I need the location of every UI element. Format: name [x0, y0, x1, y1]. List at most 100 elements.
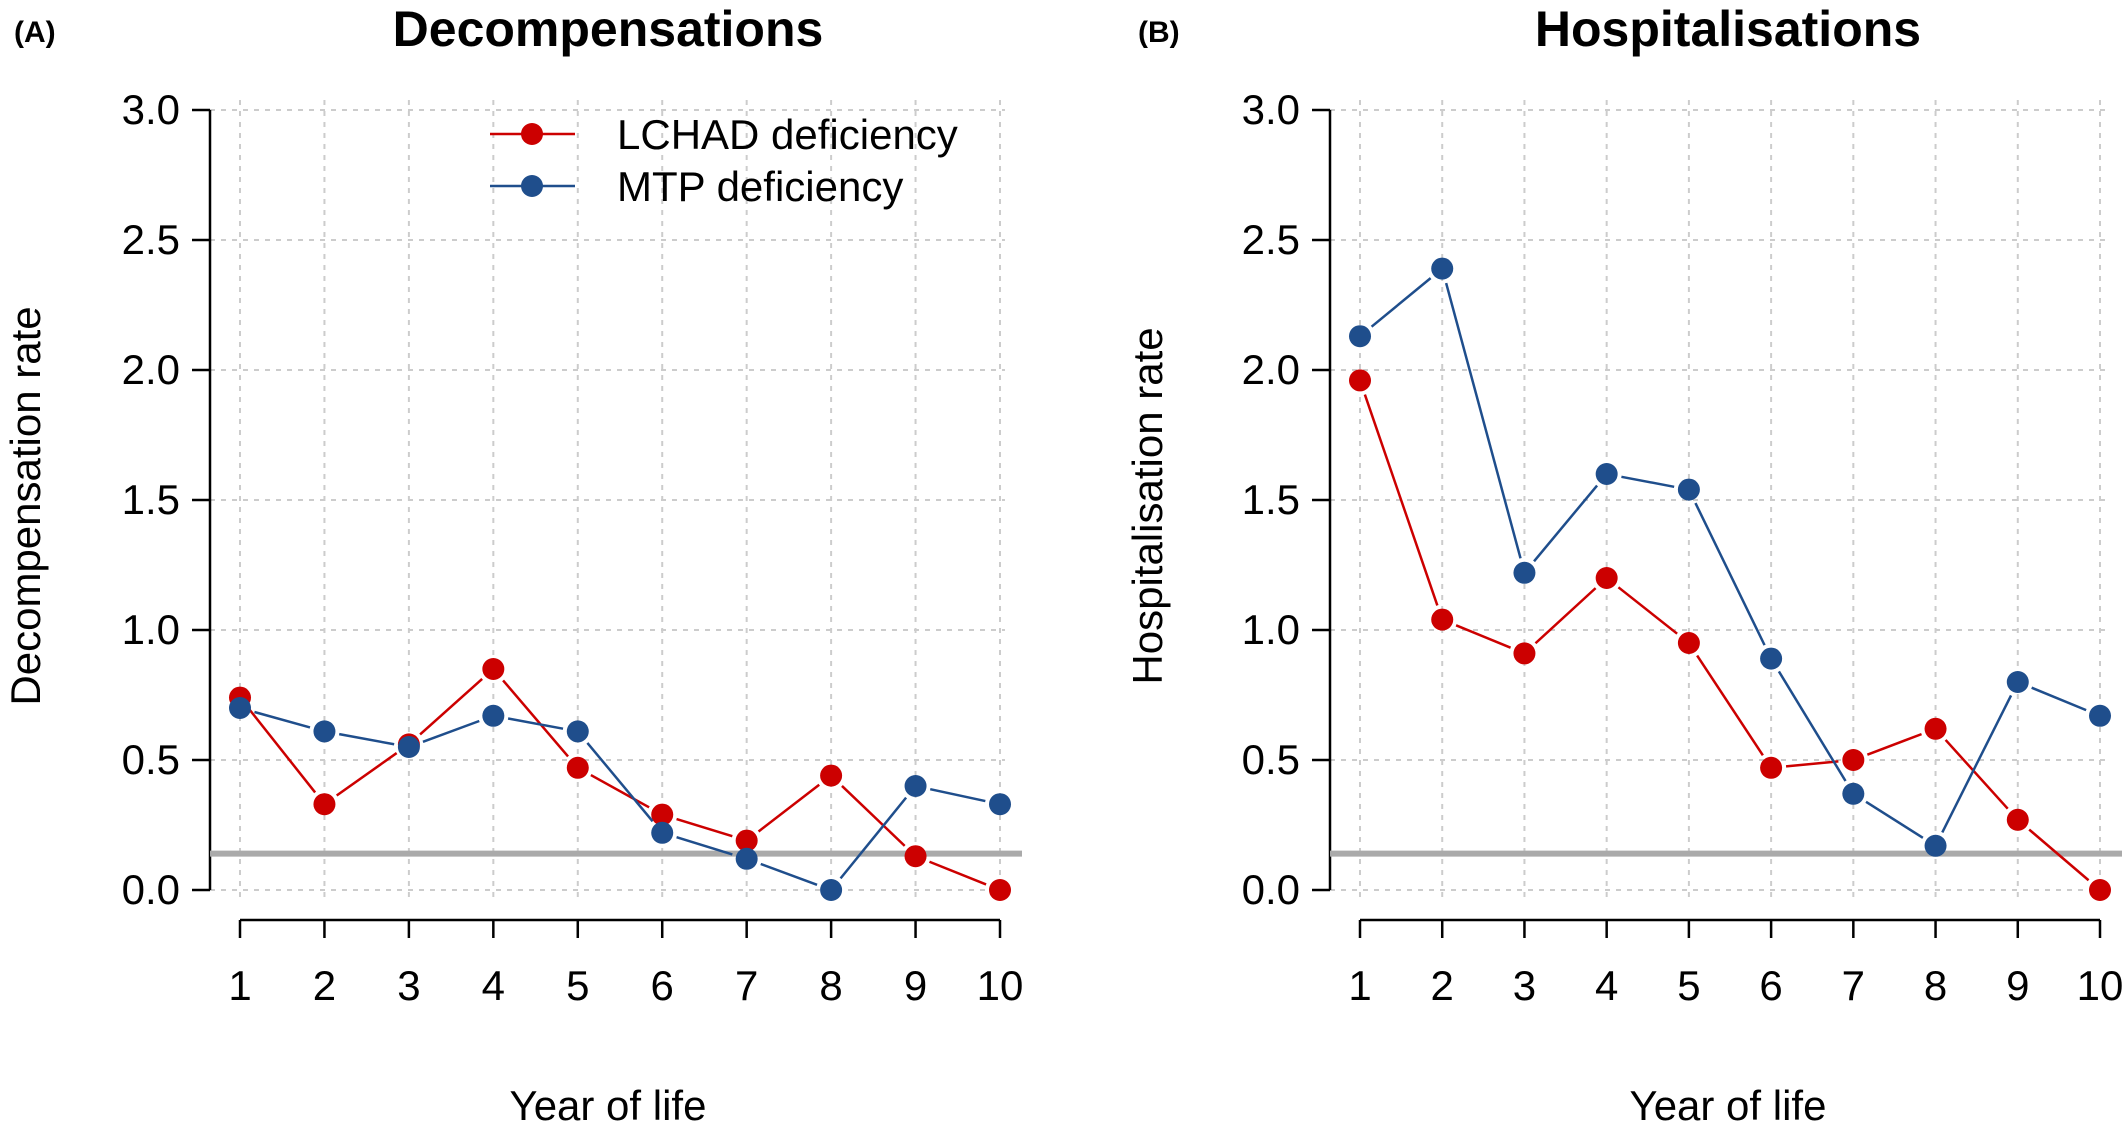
x-tick-label: 2	[313, 962, 336, 1009]
plot-area: 0.0 0.5 1.0 1.5 2.0 2.5 3.0 1 2 3 4 5 6 7 8 9 10 LCHAD de…	[122, 86, 1024, 1009]
data-point	[1349, 325, 1371, 348]
series-line-segment	[1621, 475, 1675, 489]
series-line-segment	[1865, 800, 1924, 839]
series-line-segment	[1617, 586, 1678, 635]
y-tick-label: 0.5	[1242, 736, 1300, 783]
series-line-segment	[586, 742, 654, 823]
panel-decompensations: (A) Decompensations Year of life Decompe…	[2, 1, 1023, 1129]
series-line-segment	[419, 678, 483, 736]
series-line-segment	[335, 752, 398, 797]
x-tick-label: 9	[2006, 962, 2029, 1009]
data-point	[1924, 717, 1947, 740]
x-tick-label: 7	[1842, 962, 1865, 1009]
data-point	[735, 829, 758, 852]
series-line-segment	[1534, 587, 1597, 645]
data-point	[735, 847, 758, 870]
series-line-segment	[676, 836, 733, 856]
data-point	[651, 803, 674, 826]
series-line-segment	[1444, 282, 1522, 559]
x-tick-label: 9	[904, 962, 927, 1009]
data-point	[397, 736, 420, 758]
x-tick-label: 5	[1677, 962, 1700, 1009]
data-point	[1760, 756, 1783, 779]
x-tick-label: 8	[819, 962, 842, 1009]
x-tick-label: 6	[1759, 962, 1782, 1009]
series-line-segment	[1941, 694, 2013, 833]
plot-area: 0.0 0.5 1.0 1.5 2.0 2.5 3.0 1 2 3 4 5 6 7 8 9 10	[1242, 86, 2124, 1009]
x-tick-label: 10	[2077, 962, 2124, 1009]
panel-label: (B)	[1138, 16, 1180, 49]
data-point	[651, 821, 674, 844]
series-line-segment	[676, 817, 733, 838]
series-line-segment	[2031, 686, 2087, 712]
x-axis-title: Year of life	[510, 1082, 707, 1129]
series-line-segment	[1533, 484, 1599, 563]
x-tick-label: 4	[1595, 962, 1618, 1009]
data-point	[1842, 749, 1865, 771]
legend: LCHAD deficiency MTP deficiency	[490, 111, 958, 210]
series-line-segment	[929, 787, 986, 803]
data-point	[1595, 567, 1618, 589]
y-tick-label: 2.0	[1242, 346, 1300, 393]
series-line-segment	[254, 710, 311, 729]
series-line-segment	[1866, 732, 1922, 756]
y-tick-label: 3.0	[122, 86, 180, 133]
series-line-segment	[760, 862, 818, 886]
data-point	[989, 879, 1011, 901]
legend-marker	[521, 175, 543, 197]
series-line-segment	[1455, 624, 1512, 649]
x-tick-label: 4	[482, 962, 505, 1009]
data-point	[2006, 671, 2029, 693]
data-point	[313, 793, 336, 816]
x-tick-label: 1	[1348, 962, 1371, 1009]
data-point	[2089, 879, 2111, 901]
series-line-segment	[1694, 502, 1766, 646]
y-tick-label: 1.5	[122, 476, 180, 523]
data-point	[1924, 834, 1947, 857]
panel-hospitalisations: (B) Hospitalisations Year of life Hospit…	[1124, 1, 2123, 1129]
y-tick-label: 0.5	[122, 736, 180, 783]
y-tick-label: 1.0	[1242, 606, 1300, 653]
data-point	[566, 756, 589, 779]
data-point	[1842, 782, 1865, 805]
series-line-segment	[841, 785, 906, 847]
series-line-segment	[422, 719, 480, 743]
data-point	[1677, 632, 1700, 654]
data-point	[566, 720, 589, 743]
x-tick-label: 3	[397, 962, 420, 1009]
y-tick-label: 0.0	[1242, 866, 1300, 913]
data-point	[1677, 478, 1700, 501]
series-line-segment	[839, 796, 908, 880]
data-point	[482, 658, 505, 680]
y-tick-label: 2.5	[122, 216, 180, 263]
chart-title: Hospitalisations	[1535, 1, 1921, 57]
y-axis-title: Decompensation rate	[2, 306, 49, 705]
data-point	[313, 720, 336, 743]
x-tick-label: 1	[228, 962, 251, 1009]
data-point	[1431, 608, 1454, 631]
data-point	[2089, 704, 2111, 727]
panel-label: (A)	[14, 16, 56, 49]
y-tick-label: 1.0	[122, 606, 180, 653]
legend-marker	[521, 123, 543, 145]
x-tick-label: 8	[1924, 962, 1947, 1009]
data-point	[989, 793, 1011, 816]
legend-label: LCHAD deficiency	[617, 111, 958, 158]
series-line-segment	[1370, 277, 1432, 328]
data-point	[904, 845, 927, 868]
y-tick-label: 0.0	[122, 866, 180, 913]
series-line-segment	[1777, 670, 1847, 782]
data-point	[820, 879, 843, 901]
series-line-segment	[507, 717, 564, 730]
x-tick-label: 5	[566, 962, 589, 1009]
y-tick-label: 2.0	[122, 346, 180, 393]
series-line-segment	[1944, 739, 2009, 810]
legend-item: LCHAD deficiency	[490, 111, 958, 158]
y-tick-label: 1.5	[1242, 476, 1300, 523]
series-line-segment	[2028, 828, 2090, 882]
x-tick-label: 6	[651, 962, 674, 1009]
y-tick-label: 2.5	[1242, 216, 1300, 263]
legend-item: MTP deficiency	[490, 163, 903, 210]
data-point	[1513, 642, 1536, 665]
